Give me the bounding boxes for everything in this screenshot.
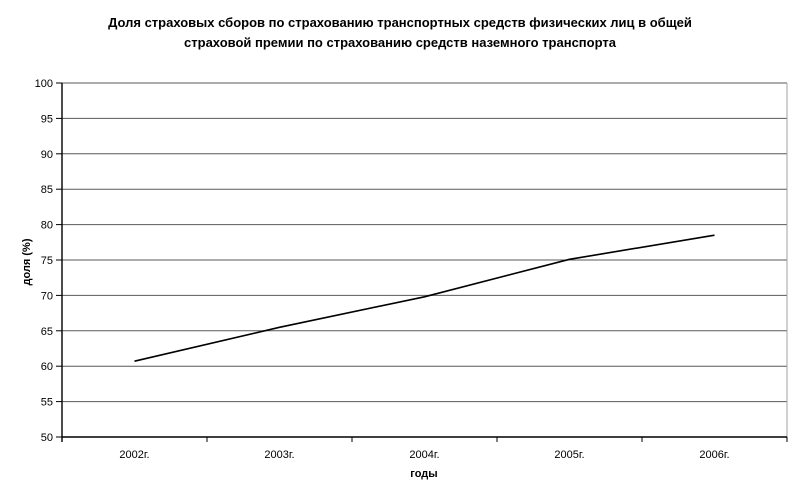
y-axis-title: доля (%) — [21, 238, 33, 286]
y-tick-label: 95 — [41, 113, 53, 125]
y-tick-label: 70 — [41, 290, 53, 302]
y-tick-label: 90 — [41, 149, 53, 161]
y-tick-label: 55 — [41, 397, 53, 409]
y-tick-label: 100 — [35, 78, 53, 90]
chart-title: Доля страховых сборов по страхованию тра… — [108, 15, 692, 50]
y-tick-label: 85 — [41, 184, 53, 196]
x-axis-title: годы — [410, 468, 438, 480]
y-tick-label: 65 — [41, 326, 53, 338]
x-category-label: 2002г. — [119, 449, 149, 461]
y-tick-label: 60 — [41, 361, 53, 373]
y-tick-label: 80 — [41, 220, 53, 232]
x-category-label: 2005г. — [554, 449, 584, 461]
x-category-label: 2006г. — [699, 449, 729, 461]
x-category-label: 2003г. — [264, 449, 294, 461]
y-tick-label: 50 — [41, 432, 53, 444]
x-category-label: 2004г. — [409, 449, 439, 461]
data-line — [134, 234, 715, 362]
y-tick-label: 75 — [41, 255, 53, 267]
